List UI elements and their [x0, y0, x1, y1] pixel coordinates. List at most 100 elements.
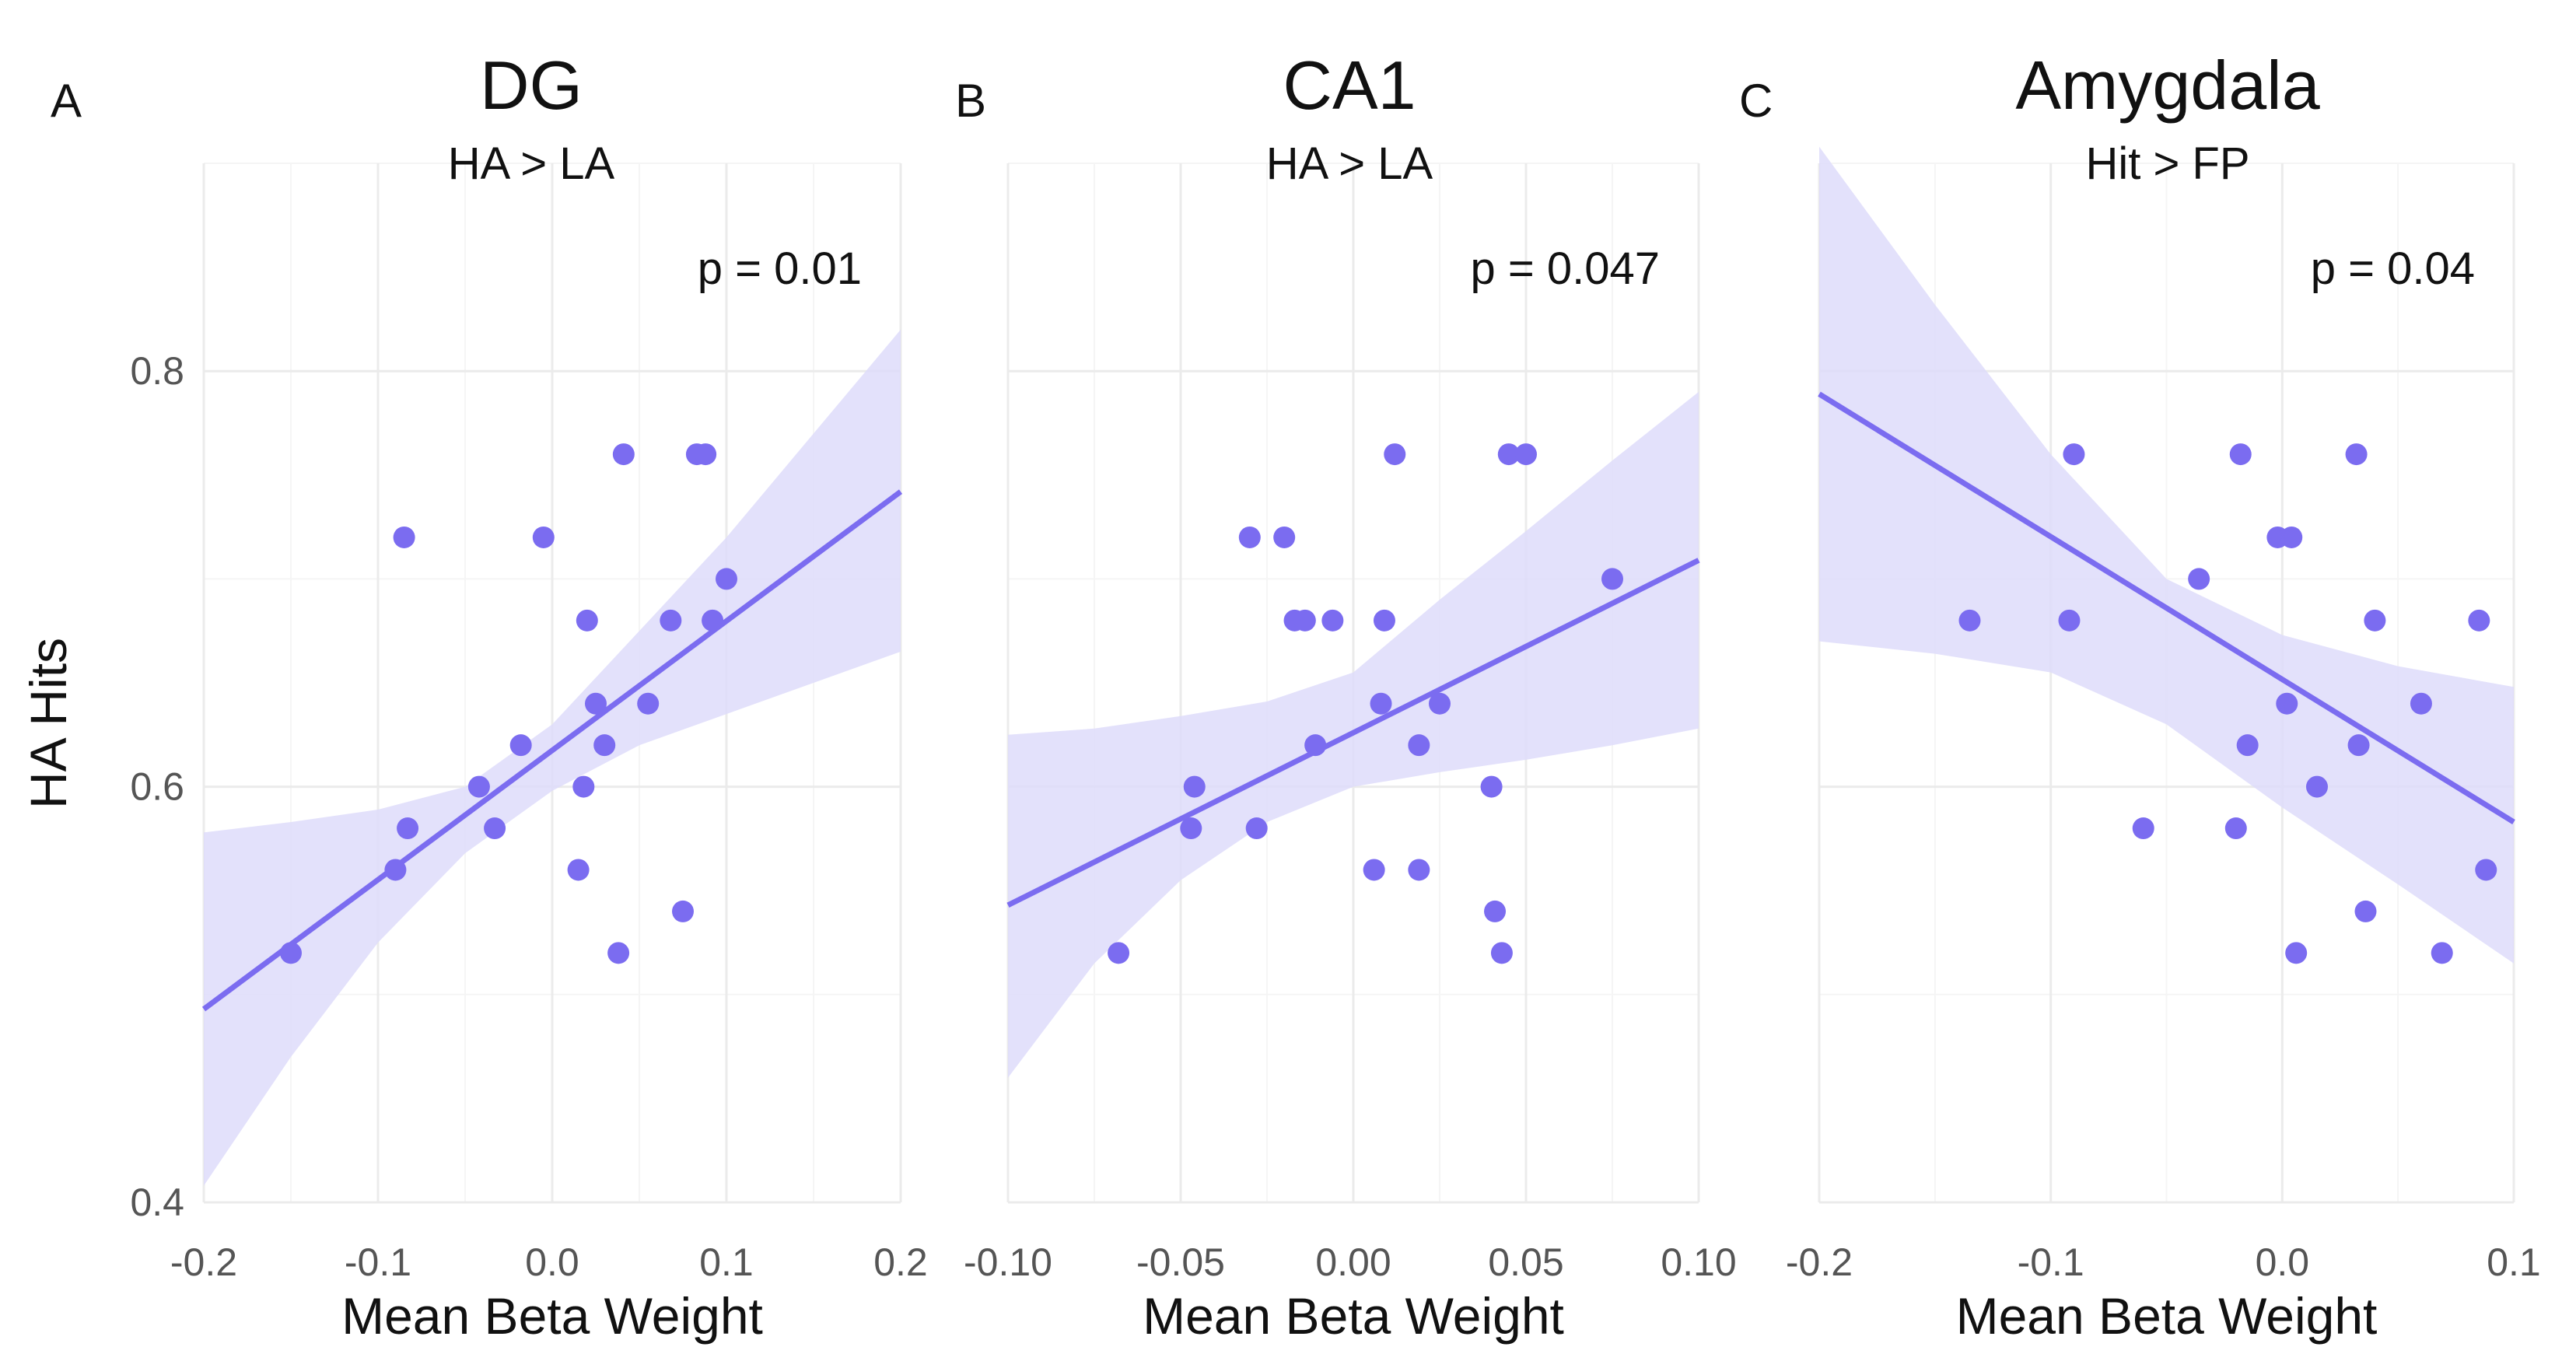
- data-point: [576, 609, 598, 632]
- data-point: [637, 692, 660, 715]
- confidence-band: [1819, 146, 2514, 964]
- x-tick-label: 0.1: [2487, 1240, 2541, 1284]
- data-points: [280, 443, 737, 964]
- x-axis-title: Mean Beta Weight: [341, 1287, 763, 1345]
- data-point: [532, 526, 555, 548]
- data-point: [572, 775, 595, 798]
- data-point: [384, 859, 407, 881]
- data-point: [1293, 609, 1316, 632]
- data-point: [1245, 817, 1268, 840]
- data-point: [1370, 692, 1392, 715]
- x-tick-label: -0.2: [1786, 1240, 1853, 1284]
- panel-subtitle: HA > LA: [448, 138, 615, 189]
- data-point: [2058, 609, 2081, 632]
- data-point: [484, 817, 506, 840]
- regression-line: [1006, 558, 1700, 908]
- x-axis-title: Mean Beta Weight: [1143, 1287, 1564, 1345]
- panel-b: -0.10 -0.05 0.00 0.05 0.10 B CA1 HA > LA p = 0.0…: [955, 47, 1737, 1345]
- regression-line: [1818, 391, 2515, 825]
- x-tick-label: 0.0: [2256, 1240, 2310, 1284]
- y-axis-title: HA Hits: [19, 638, 77, 809]
- data-points: [1958, 443, 2497, 964]
- data-point: [2347, 734, 2370, 757]
- data-points: [1108, 443, 1623, 964]
- data-point: [280, 942, 302, 964]
- data-point: [1601, 568, 1623, 590]
- data-point: [2188, 568, 2210, 590]
- x-tick-label: 0.1: [699, 1240, 754, 1284]
- x-axis-title: Mean Beta Weight: [1956, 1287, 2378, 1345]
- panel-title: Amygdala: [2015, 47, 2319, 124]
- data-point: [2236, 734, 2259, 757]
- data-point: [2280, 526, 2303, 548]
- data-point: [660, 609, 682, 632]
- panel-subtitle: Hit > FP: [2085, 138, 2249, 189]
- data-point: [1958, 609, 1981, 632]
- panel-title: DG: [480, 47, 583, 124]
- data-point: [2305, 775, 2328, 798]
- x-tick-label: -0.05: [1136, 1240, 1225, 1284]
- data-point: [702, 609, 724, 632]
- panel-a: -0.2 -0.1 0.0 0.1 0.2 0.4 0.6 0.8 A DG HA > LA p = …: [51, 47, 928, 1345]
- data-point: [1304, 734, 1327, 757]
- p-value-label: p = 0.01: [698, 243, 862, 294]
- panel-letter: C: [1739, 75, 1773, 127]
- data-point: [1408, 734, 1430, 757]
- data-point: [467, 775, 490, 798]
- data-point: [716, 568, 737, 590]
- data-point: [695, 443, 717, 466]
- data-point: [1238, 526, 1261, 548]
- data-point: [1363, 859, 1385, 881]
- data-point: [393, 526, 415, 548]
- x-tick-label: 0.10: [1661, 1240, 1736, 1284]
- data-point: [1384, 443, 1406, 466]
- x-tick-label: 0.05: [1488, 1240, 1563, 1284]
- regression-line: [201, 489, 903, 1012]
- data-point: [1429, 692, 1451, 715]
- data-point: [2285, 942, 2308, 964]
- data-point: [1183, 775, 1206, 798]
- y-tick-label: 0.8: [130, 349, 184, 393]
- data-point: [607, 942, 630, 964]
- panel-letter: B: [955, 75, 986, 127]
- data-point: [1480, 775, 1503, 798]
- data-point: [509, 734, 532, 757]
- x-tick-label: -0.2: [170, 1240, 237, 1284]
- data-point: [2224, 817, 2247, 840]
- data-point: [567, 859, 590, 881]
- data-point: [2354, 900, 2377, 922]
- data-point: [593, 734, 616, 757]
- data-point: [1273, 526, 1296, 548]
- x-tick-label: -0.1: [345, 1240, 411, 1284]
- data-point: [1490, 942, 1513, 964]
- data-point: [2475, 859, 2497, 881]
- data-point: [585, 692, 607, 715]
- data-point: [2410, 692, 2432, 715]
- data-point: [1321, 609, 1344, 632]
- x-tick-label: 0.00: [1315, 1240, 1391, 1284]
- data-point: [2276, 692, 2298, 715]
- data-point: [672, 900, 694, 922]
- p-value-label: p = 0.04: [2311, 243, 2475, 294]
- x-tick-label: -0.1: [2018, 1240, 2084, 1284]
- panel-c: -0.2 -0.1 0.0 0.1 C Amygdala Hit > FP p = 0.04 M…: [1739, 47, 2541, 1345]
- x-tick-label: 0.0: [525, 1240, 579, 1284]
- x-tick-label: 0.2: [873, 1240, 928, 1284]
- data-point: [2063, 443, 2085, 466]
- p-value-label: p = 0.047: [1471, 243, 1661, 294]
- data-point: [1373, 609, 1395, 632]
- data-point: [2431, 942, 2453, 964]
- panel-subtitle: HA > LA: [1266, 138, 1433, 189]
- panels-layer: -0.2 -0.1 0.0 0.1 0.2 0.4 0.6 0.8 A DG HA > LA p = …: [51, 47, 2541, 1345]
- data-point: [1180, 817, 1202, 840]
- data-point: [397, 817, 419, 840]
- panel-letter: A: [51, 75, 82, 127]
- y-tick-label: 0.6: [130, 765, 184, 809]
- confidence-band: [204, 329, 901, 1186]
- data-point: [1484, 900, 1507, 922]
- data-point: [2132, 817, 2154, 840]
- data-point: [1497, 443, 1520, 466]
- x-tick-label: -0.10: [964, 1240, 1052, 1284]
